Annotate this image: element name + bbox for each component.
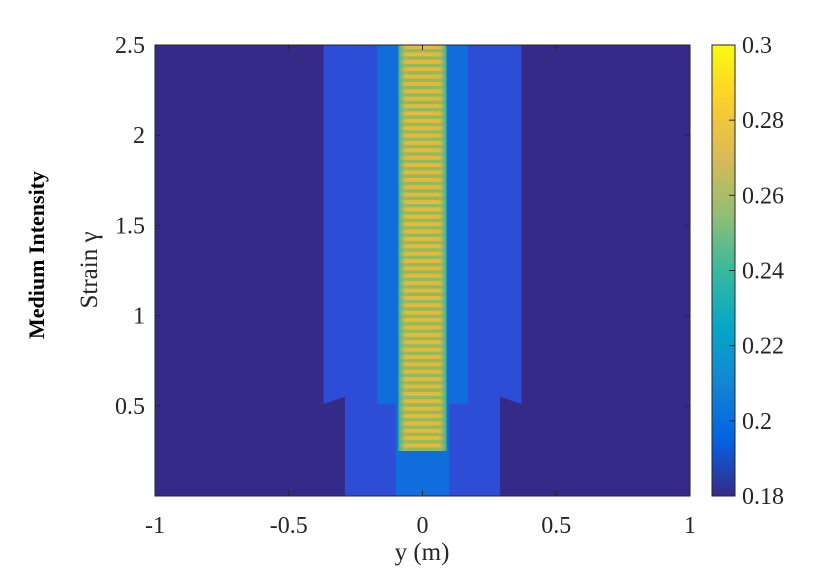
x-axis-ticks: -1 -0.5 0 0.5 1: [145, 45, 696, 539]
y-tick-label: 2.5: [115, 33, 145, 59]
y-tick-label: 1: [133, 304, 145, 330]
heatmap-plot: [155, 45, 690, 496]
y-tick-label: 0.5: [115, 394, 145, 420]
x-tick-label: -1: [145, 513, 165, 539]
x-tick-label: -0.5: [270, 513, 308, 539]
x-tick-label: 0.5: [541, 513, 571, 539]
colorbar-tick-label: 0.2: [742, 409, 772, 435]
colorbar-tick-label: 0.28: [742, 108, 784, 134]
x-axis-label: y (m): [395, 539, 450, 566]
y-tick-label: 2: [133, 123, 145, 149]
colorbar-ticks: 0.18 0.2 0.22 0.24 0.26 0.28 0.3: [729, 33, 784, 510]
core-shear-band: [398, 45, 447, 451]
x-tick-label: 0: [417, 513, 429, 539]
y-tick-label: 1.5: [115, 213, 145, 239]
x-tick-label: 1: [684, 513, 696, 539]
colorbar-tick-label: 0.22: [742, 334, 784, 360]
core-edge: [398, 45, 447, 451]
row-label: Medium Intensity: [24, 171, 49, 339]
colorbar-tick-label: 0.3: [742, 33, 772, 59]
y-axis-ticks: 0.5 1 1.5 2 2.5: [115, 33, 690, 420]
colorbar-tick-label: 0.26: [742, 183, 784, 209]
colorbar-tick-label: 0.18: [742, 484, 784, 510]
colorbar-tick-label: 0.24: [742, 259, 784, 285]
y-axis-label: Strain γ: [76, 231, 103, 308]
